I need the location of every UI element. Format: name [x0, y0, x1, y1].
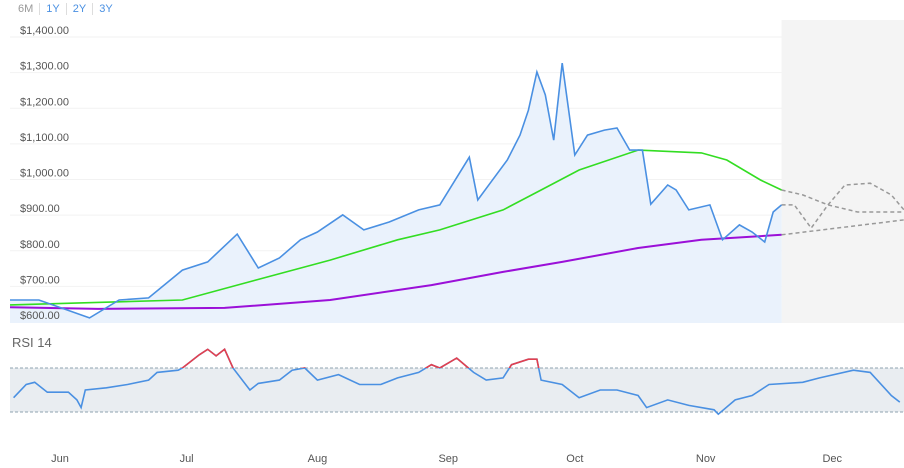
- y-tick-label: $1,100.00: [20, 132, 69, 144]
- y-tick-label: $700.00: [20, 274, 60, 286]
- range-selector: 6M 1Y 2Y 3Y: [18, 3, 119, 15]
- y-tick-label: $1,300.00: [20, 61, 69, 73]
- x-tick-label: Jun: [51, 453, 69, 465]
- y-tick-label: $800.00: [20, 239, 60, 251]
- range-2y-button[interactable]: 2Y: [67, 3, 94, 15]
- y-tick-label: $900.00: [20, 203, 60, 215]
- ma-fast-line: [10, 149, 782, 306]
- x-tick-label: Jul: [180, 453, 194, 465]
- rsi-line: [13, 348, 901, 416]
- y-tick-label: $1,400.00: [20, 25, 69, 37]
- price-line: [10, 62, 783, 319]
- x-tick-label: Nov: [696, 453, 716, 465]
- x-tick-label: Sep: [438, 453, 458, 465]
- x-tick-label: Dec: [822, 453, 842, 465]
- rsi-label: RSI 14: [12, 335, 52, 350]
- rsi-band: [10, 368, 904, 412]
- x-tick-label: Oct: [566, 453, 583, 465]
- forecast-price-line: [781, 182, 904, 230]
- forecast-region: [781, 20, 904, 323]
- x-tick-label: Aug: [308, 453, 328, 465]
- y-tick-label: $600.00: [20, 310, 60, 322]
- y-tick-label: $1,000.00: [20, 168, 69, 180]
- range-3y-button[interactable]: 3Y: [99, 3, 113, 15]
- range-1y-button[interactable]: 1Y: [40, 3, 67, 15]
- forecast-ma-fast-line: [781, 189, 904, 213]
- ma-slow-line: [10, 233, 782, 310]
- range-6m-button[interactable]: 6M: [18, 3, 41, 15]
- price-area: [10, 63, 782, 323]
- y-tick-label: $1,200.00: [20, 96, 69, 108]
